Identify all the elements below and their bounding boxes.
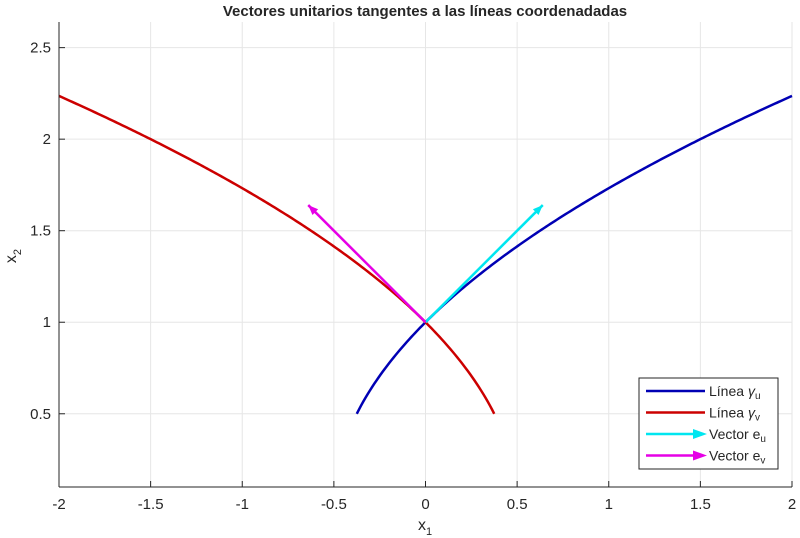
vector-eu <box>424 204 544 324</box>
legend-item: Vector eu <box>646 426 766 445</box>
y-axis-ticks: 0.5 1 1.5 2 2.5 <box>30 40 65 423</box>
legend-label: Línea γu <box>709 383 761 402</box>
y-tick-label: 2.5 <box>30 40 51 57</box>
y-tick-label: 2 <box>43 131 51 148</box>
x-axis-ticks: -2 -1.5 -1 -0.5 0 0.5 1 1.5 2 <box>52 481 796 513</box>
grid-lines <box>58 22 793 487</box>
x-tick-label: 2 <box>788 496 796 513</box>
x-tick-label: 0.5 <box>507 496 528 513</box>
legend-label: Línea γv <box>709 405 760 424</box>
x-tick-label: 1 <box>605 496 613 513</box>
arrowhead-eu <box>532 205 543 215</box>
vector-ev <box>307 204 427 324</box>
y-tick-label: 1 <box>43 314 51 331</box>
y-axis-label: x2 <box>3 249 24 263</box>
legend-arrowhead <box>693 450 707 461</box>
legend: Línea γu Línea γv Vector eu Vector ev <box>638 377 779 470</box>
x-tick-label: -1 <box>236 496 249 513</box>
y-tick-label: 0.5 <box>30 406 51 423</box>
x-axis-label: x1 <box>418 517 432 538</box>
x-tick-label: 0 <box>421 496 429 513</box>
legend-item: Línea γu <box>646 383 761 402</box>
legend-item: Vector ev <box>646 448 765 467</box>
legend-label: Vector eu <box>709 426 766 445</box>
x-tick-label: -2 <box>52 496 65 513</box>
x-tick-label: 1.5 <box>690 496 711 513</box>
plot-area <box>58 94 793 415</box>
arrowhead-ev <box>308 205 319 215</box>
legend-item: Línea γv <box>646 405 760 424</box>
y-tick-label: 1.5 <box>30 223 51 240</box>
curve-gamma-v <box>58 94 496 415</box>
chart-title: Vectores unitarios tangentes a las línea… <box>223 3 627 20</box>
legend-box <box>638 377 779 470</box>
legend-arrowhead <box>693 429 707 439</box>
x-tick-label: -1.5 <box>138 496 164 513</box>
x-tick-label: -0.5 <box>321 496 347 513</box>
legend-label: Vector ev <box>709 448 765 467</box>
curve-gamma-u <box>355 94 793 415</box>
